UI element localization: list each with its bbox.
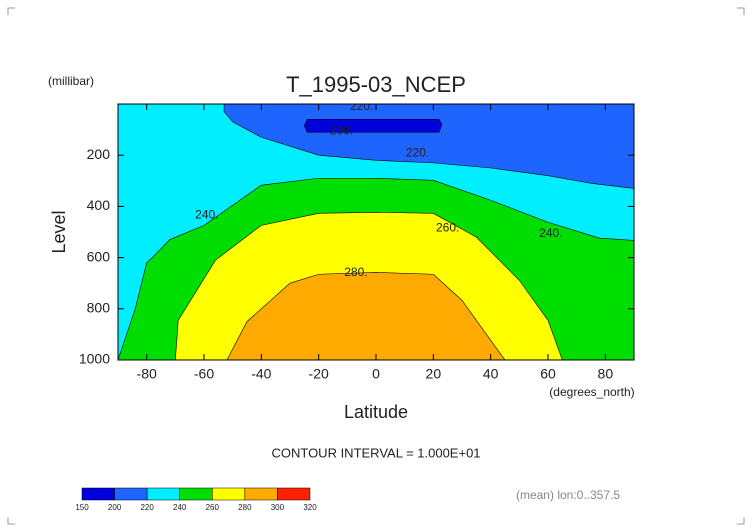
- plot-area: 220. 200. 220. 240. 260. 240. 280.: [118, 99, 634, 360]
- colorbar-label: 320: [303, 503, 317, 512]
- colorbar-swatch: [212, 487, 246, 501]
- colorbar-label: 240: [173, 503, 187, 512]
- y-tick-label: 200: [87, 146, 111, 162]
- colorbar-swatch: [277, 487, 311, 501]
- x-tick-label: 0: [372, 366, 380, 382]
- x-tick-label: -60: [194, 366, 214, 382]
- colorbar-label: 280: [238, 503, 252, 512]
- y-tick-label: 1000: [79, 351, 110, 367]
- contour-label: 200.: [330, 124, 353, 138]
- x-unit: (degrees_north): [549, 385, 634, 399]
- y-tick-label: 600: [87, 248, 111, 264]
- x-tick-label: 80: [598, 366, 614, 382]
- y-axis-label: Level: [49, 210, 69, 253]
- y-tick-label: 400: [87, 197, 111, 213]
- contour-region: [304, 119, 443, 133]
- contour-note: CONTOUR INTERVAL = 1.000E+01: [271, 445, 480, 460]
- colorbar-label: 300: [271, 503, 285, 512]
- y-unit: (millibar): [48, 74, 94, 88]
- corner-marks: [7, 7, 745, 525]
- contour-label: 220.: [406, 146, 429, 160]
- contour-label: 220.: [350, 99, 373, 113]
- colorbar-swatch: [244, 487, 278, 501]
- contour-label: 240.: [539, 226, 562, 240]
- x-tick-label: -40: [251, 366, 271, 382]
- contour-label: 240.: [195, 208, 218, 222]
- x-tick-label: 40: [483, 366, 499, 382]
- colorbar-label: 200: [108, 503, 122, 512]
- x-tick-label: -80: [137, 366, 157, 382]
- colorbar-label: 220: [140, 503, 154, 512]
- x-axis-label: Latitude: [344, 402, 408, 422]
- colorbar-swatch: [179, 487, 213, 501]
- contour-label: 260.: [436, 220, 459, 234]
- contour-region: [226, 272, 506, 360]
- x-tick-label: 60: [540, 366, 556, 382]
- colorbar-label: 150: [75, 503, 89, 512]
- footnote: (mean) lon:0..357.5: [516, 488, 620, 502]
- y-tick-label: 800: [87, 300, 111, 316]
- colorbar-swatch: [114, 487, 148, 501]
- colorbar-swatch: [81, 487, 115, 501]
- contour-label: 280.: [344, 265, 367, 279]
- chart-title: T_1995-03_NCEP: [286, 72, 466, 97]
- x-tick-label: 20: [426, 366, 442, 382]
- colorbar-swatch: [146, 487, 180, 501]
- x-tick-label: -20: [309, 366, 329, 382]
- colorbar-label: 260: [206, 503, 220, 512]
